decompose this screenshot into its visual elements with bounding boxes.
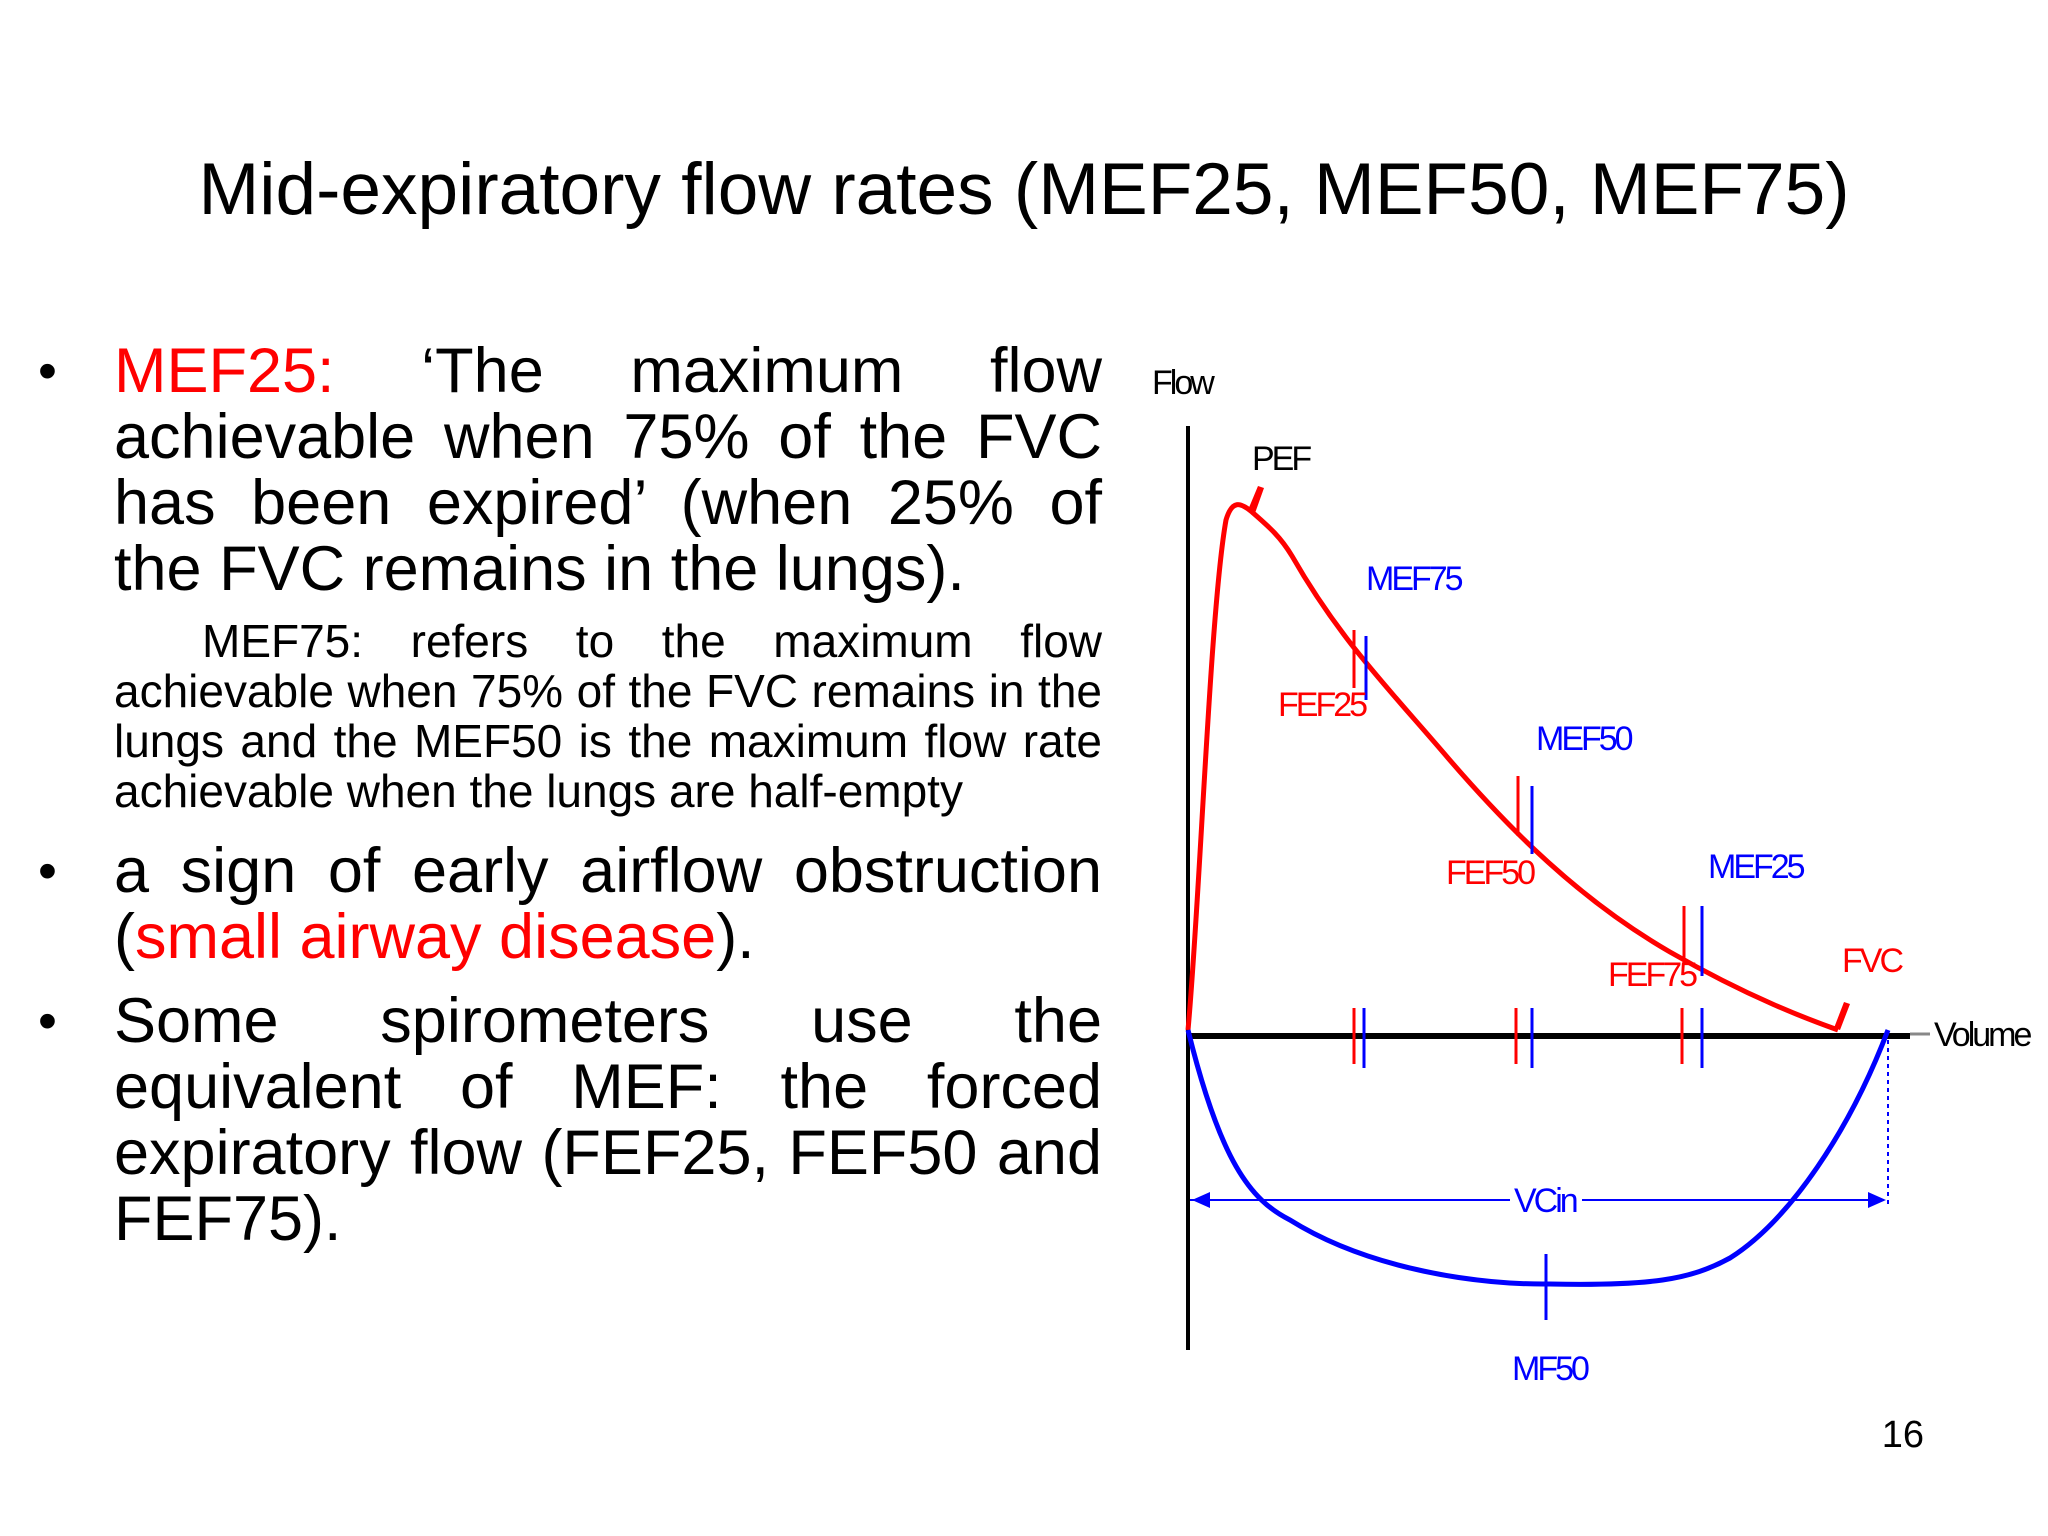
fef25-label: FEF25	[1278, 686, 1367, 724]
bullet-dot: •	[38, 341, 57, 401]
bullet-early-obstruction: • a sign of early airflow obstruction (s…	[38, 838, 1102, 970]
pef-label: PEF	[1252, 440, 1311, 478]
mef25-definition: ‘The maximum flow achievable when 75% of…	[114, 336, 1102, 604]
vcin-arrow-left	[1192, 1192, 1210, 1208]
expiratory-curve	[1185, 502, 1839, 1033]
flow-volume-loop-diagram: Flow Volume PEF MEF75 FEF25 MEF50 FEF50 …	[1130, 340, 2048, 1400]
mef50-label: MEF50	[1536, 720, 1633, 758]
bullet-dot: •	[38, 991, 57, 1051]
pef-pointer	[1248, 486, 1264, 516]
mef25-term: MEF25:	[114, 336, 335, 406]
obstruction-text: a sign of early airflow obstruction (	[114, 836, 1102, 972]
mef75-mef50-note: MEF75: refers to the maximum flow achiev…	[114, 616, 1102, 816]
mf50-label: MF50	[1512, 1350, 1589, 1388]
slide-title: Mid-expiratory flow rates (MEF25, MEF50,…	[198, 149, 1850, 230]
page-number: 16	[1881, 1414, 1924, 1456]
vcin-label: VCin	[1514, 1182, 1577, 1220]
inspiratory-curve	[1185, 1029, 1891, 1287]
fvc-label: FVC	[1842, 942, 1903, 980]
small-airway-disease-term: small airway disease	[134, 902, 717, 972]
vcin-arrow-right	[1868, 1192, 1886, 1208]
fef50-label: FEF50	[1446, 854, 1535, 892]
bullet-fef-equivalent: • Some spirometers use the equivalent of…	[38, 988, 1102, 1252]
mef25-label: MEF25	[1708, 848, 1805, 886]
fvc-pointer	[1834, 1002, 1850, 1030]
slide-body: • MEF25: ‘The maximum flow achievable wh…	[38, 338, 1102, 1252]
flow-axis-label: Flow	[1152, 364, 1215, 402]
bullet-mef25: • MEF25: ‘The maximum flow achievable wh…	[38, 338, 1102, 602]
flow-volume-loop-svg: Flow Volume PEF MEF75 FEF25 MEF50 FEF50 …	[1152, 364, 2034, 1388]
bullet-dot: •	[38, 841, 57, 901]
fef75-label: FEF75	[1608, 956, 1697, 994]
fef-equivalent-text: Some spirometers use the equivalent of M…	[114, 986, 1102, 1254]
mef75-mef50-note-text: MEF75: refers to the maximum flow achiev…	[114, 615, 1102, 817]
volume-axis-label: Volume	[1934, 1016, 2031, 1054]
mef75-label: MEF75	[1366, 560, 1463, 598]
obstruction-text-end: ).	[716, 902, 755, 972]
